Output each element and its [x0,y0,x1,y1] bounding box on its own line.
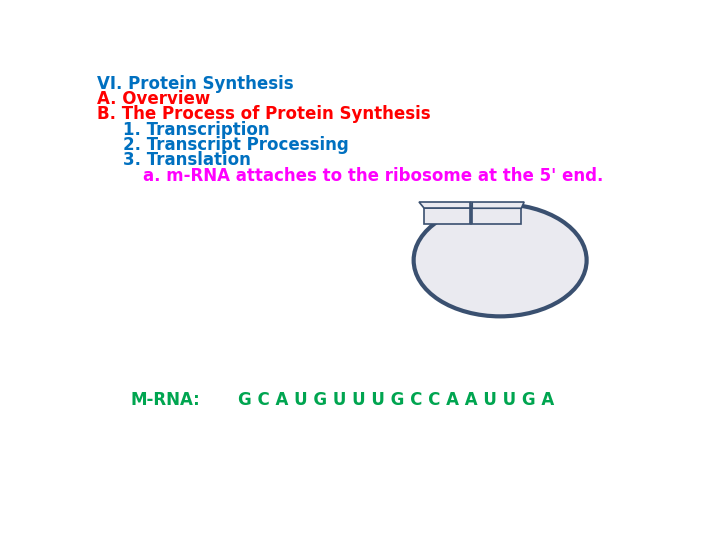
Text: A. Overview: A. Overview [96,90,210,108]
Polygon shape [472,208,521,224]
Text: VI. Protein Synthesis: VI. Protein Synthesis [96,75,293,92]
Ellipse shape [413,204,587,316]
Text: M-RNA:: M-RNA: [130,390,200,409]
Text: 3. Translation: 3. Translation [124,151,251,170]
Polygon shape [419,202,470,208]
Text: 1. Transcription: 1. Transcription [124,120,270,139]
Polygon shape [423,208,470,224]
Text: G C A U G U U U G C C A A U U G A: G C A U G U U U G C C A A U U G A [238,390,554,409]
Text: a. m-RNA attaches to the ribosome at the 5' end.: a. m-RNA attaches to the ribosome at the… [143,167,603,185]
Text: B. The Process of Protein Synthesis: B. The Process of Protein Synthesis [96,105,431,123]
Text: 2. Transcript Processing: 2. Transcript Processing [124,136,349,154]
Polygon shape [472,202,524,208]
